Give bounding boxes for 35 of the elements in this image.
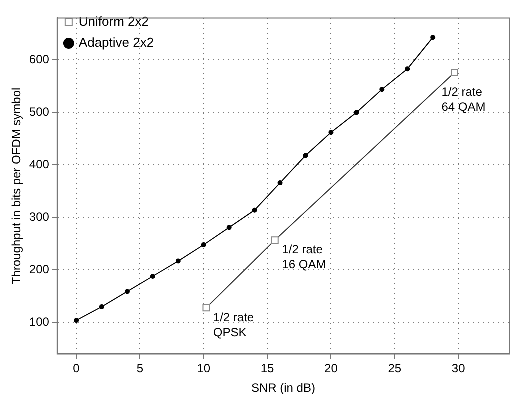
x-tick-label: 15 bbox=[260, 362, 275, 376]
point bbox=[380, 87, 385, 92]
point bbox=[303, 153, 308, 158]
x-tick-label: 30 bbox=[452, 362, 466, 376]
y-tick-label: 600 bbox=[29, 52, 50, 67]
y-tick-label: 100 bbox=[29, 315, 50, 330]
y-tick-label: 200 bbox=[29, 262, 50, 277]
annotation: 1/2 rate QPSK bbox=[213, 310, 254, 340]
point bbox=[405, 66, 410, 72]
point bbox=[124, 289, 130, 294]
point bbox=[150, 274, 156, 279]
annotation: 1/2 rate 16 QAM bbox=[282, 242, 326, 272]
x-tick-label: 25 bbox=[388, 362, 402, 376]
point bbox=[201, 242, 206, 248]
y-axis-title: Throughput in bits per OFDM symbol bbox=[10, 88, 24, 285]
x-tick-label: 10 bbox=[197, 362, 211, 376]
x-tick-label: 5 bbox=[136, 362, 144, 376]
legend-label: Uniform 2x2 bbox=[78, 14, 149, 30]
point bbox=[430, 35, 436, 40]
x-axis-title: SNR (in dB) bbox=[251, 381, 316, 396]
point bbox=[328, 130, 334, 136]
point bbox=[252, 208, 258, 213]
legend-label: Adaptive 2x2 bbox=[78, 35, 154, 50]
point bbox=[278, 180, 283, 186]
x-tick-label: 20 bbox=[324, 362, 338, 376]
y-tick-label: 500 bbox=[29, 105, 50, 120]
annotation: 1/2 rate 64 QAM bbox=[442, 85, 486, 114]
point bbox=[99, 304, 104, 310]
point bbox=[226, 225, 232, 230]
y-tick-label: 400 bbox=[29, 158, 50, 172]
point bbox=[74, 318, 80, 324]
point bbox=[354, 110, 360, 116]
point bbox=[176, 258, 181, 264]
y-tick-label: 300 bbox=[29, 210, 50, 224]
x-tick-label: 0 bbox=[73, 362, 80, 376]
